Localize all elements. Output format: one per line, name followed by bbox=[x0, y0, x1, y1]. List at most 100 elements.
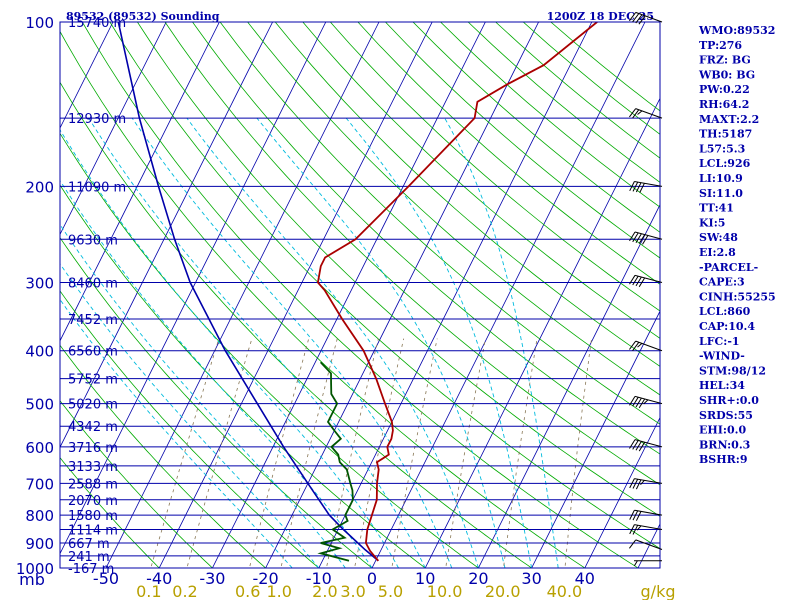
mixing-ratio-label: 0.2 bbox=[172, 582, 197, 600]
wind-barb bbox=[629, 108, 663, 119]
sounding-time: 1200Z 18 DEC 25 bbox=[547, 10, 654, 23]
sounding-index: LCL:926 bbox=[699, 157, 751, 170]
sounding-index: SRDS:55 bbox=[699, 409, 753, 422]
sounding-index: CAPE:3 bbox=[699, 276, 745, 289]
mixing-ratio-label: 3.0 bbox=[340, 582, 365, 600]
wind-barb bbox=[629, 439, 663, 452]
pressure-tick-label: 300 bbox=[25, 275, 54, 293]
dry-adiabat-line bbox=[60, 184, 426, 568]
height-label: -167 m bbox=[68, 562, 114, 577]
plot-frame bbox=[59, 21, 661, 569]
dry-adiabat-line bbox=[192, 22, 660, 455]
height-label: 12930 m bbox=[68, 112, 126, 127]
pressure-tick-label: 600 bbox=[25, 439, 54, 457]
temperature-tick-label: -10 bbox=[306, 569, 332, 588]
temperature-tick-label: 0 bbox=[367, 569, 377, 588]
dry-adiabat-line bbox=[60, 132, 480, 568]
height-label: 2070 m bbox=[68, 494, 118, 509]
isotherm-line bbox=[318, 22, 593, 568]
wind-barb bbox=[629, 231, 663, 245]
pressure-tick-label: 800 bbox=[25, 507, 54, 525]
dry-adiabat-line bbox=[385, 22, 660, 259]
moist-adiabat-line bbox=[88, 117, 426, 568]
sounding-index: LCL:860 bbox=[699, 305, 751, 318]
mixing-ratio-unit-label: g/kg bbox=[641, 582, 676, 600]
isotherm-line bbox=[60, 22, 273, 449]
dry-adiabat-line bbox=[357, 22, 660, 285]
wind-barb bbox=[629, 11, 663, 25]
moist-adiabat-line bbox=[444, 117, 559, 568]
temperature-tick-label: 30 bbox=[521, 569, 541, 588]
sounding-index: SHR+:0.0 bbox=[699, 394, 759, 407]
sounding-index: -WIND- bbox=[699, 350, 745, 363]
sounding-index: WMO:89532 bbox=[698, 24, 775, 37]
isotherm-line bbox=[105, 22, 380, 568]
sounding-index: BRN:0.3 bbox=[699, 438, 750, 451]
pressure-unit-label: mb bbox=[19, 570, 45, 589]
dry-adiabat-line bbox=[60, 457, 160, 568]
sounding-index: HEL:34 bbox=[699, 379, 745, 392]
isotherm-line bbox=[424, 97, 660, 568]
isotherm-line bbox=[60, 22, 327, 555]
temperature-tick-label: -50 bbox=[93, 569, 119, 588]
height-label: 5752 m bbox=[68, 373, 118, 388]
dry-adiabat-line bbox=[302, 22, 660, 339]
height-label: 1114 m bbox=[68, 524, 118, 539]
moist-adiabat-line bbox=[345, 117, 533, 568]
dry-adiabat-line bbox=[330, 22, 660, 312]
mixing-ratio-line bbox=[325, 338, 379, 568]
wind-barb bbox=[629, 395, 663, 409]
height-label: 3716 m bbox=[68, 441, 118, 456]
moist-adiabat-line bbox=[60, 262, 320, 568]
sounding-index: CAP:10.4 bbox=[699, 320, 755, 333]
sounding-index: SW:48 bbox=[699, 231, 738, 244]
temperature-tick-label: 10 bbox=[415, 569, 435, 588]
pressure-tick-label: 900 bbox=[25, 535, 54, 553]
wind-barb bbox=[629, 478, 663, 490]
pressure-tick-label: 1000 bbox=[16, 560, 54, 578]
sounding-index: FRZ: BG bbox=[699, 54, 751, 67]
isotherm-line bbox=[584, 416, 660, 568]
mixing-ratio-line bbox=[503, 338, 538, 568]
mixing-ratio-label: 40.0 bbox=[547, 582, 583, 600]
sounding-index: PW:0.22 bbox=[699, 83, 750, 96]
sounding-index: RH:64.2 bbox=[699, 98, 749, 111]
mixing-ratio-label: 0.1 bbox=[136, 582, 161, 600]
sounding-index: MAXT:2.2 bbox=[699, 113, 759, 126]
height-label: 7452 m bbox=[68, 313, 118, 328]
height-label: 15740 m bbox=[68, 16, 126, 31]
isotherm-line bbox=[60, 22, 167, 236]
mixing-ratio-line bbox=[248, 338, 310, 568]
dry-adiabat-line bbox=[164, 22, 660, 486]
moist-adiabat-line bbox=[186, 117, 479, 568]
mixing-ratio-label: 10.0 bbox=[427, 582, 463, 600]
dry-adiabat-line bbox=[60, 344, 267, 568]
pressure-tick-label: 400 bbox=[25, 343, 54, 361]
isotherm-line bbox=[531, 310, 660, 568]
sounding-index: L57:5.3 bbox=[699, 142, 745, 155]
sounding-index: -PARCEL- bbox=[699, 261, 758, 274]
isotherm-line bbox=[60, 22, 220, 342]
sounding-index: STM:98/12 bbox=[699, 364, 766, 377]
dry-adiabat-line bbox=[60, 30, 586, 568]
height-label: 6560 m bbox=[68, 345, 118, 360]
wind-barb bbox=[629, 340, 663, 352]
sounding-index: EI:2.8 bbox=[699, 246, 736, 259]
sounding-index: KI:5 bbox=[699, 216, 725, 229]
sounding-index: LFC:-1 bbox=[699, 335, 740, 348]
dry-adiabat-line bbox=[81, 22, 639, 568]
mixing-ratio-label: 20.0 bbox=[485, 582, 521, 600]
wind-barb bbox=[629, 509, 663, 521]
mixing-ratio-line bbox=[391, 338, 438, 568]
dry-adiabat-line bbox=[60, 400, 213, 568]
temperature-tick-label: -40 bbox=[146, 569, 172, 588]
dry-adiabat-line bbox=[137, 22, 660, 517]
isotherm-line bbox=[158, 22, 433, 568]
sounding-index: SI:11.0 bbox=[699, 187, 743, 200]
height-label: 2588 m bbox=[68, 477, 118, 492]
mixing-ratio-line bbox=[445, 338, 486, 568]
height-label: 11090 m bbox=[68, 180, 126, 195]
mixing-ratio-label: 1.0 bbox=[266, 582, 291, 600]
mixing-ratio-line bbox=[564, 338, 592, 568]
moist-adiabat-line bbox=[256, 117, 506, 568]
